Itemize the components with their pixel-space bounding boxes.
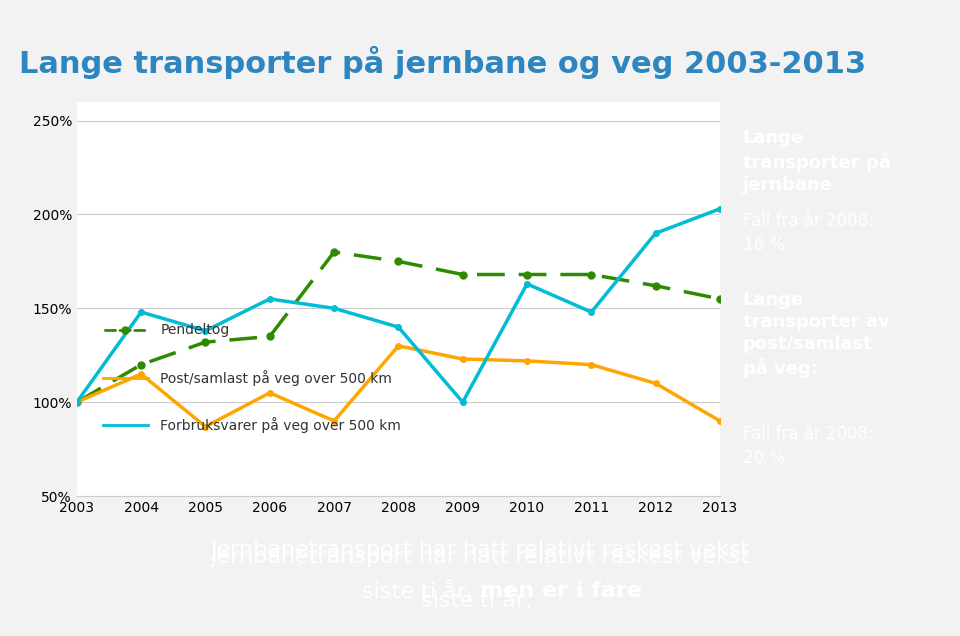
Text: siste ti år,: siste ti år, — [420, 590, 540, 611]
Text: siste ti år,: siste ti år, — [362, 581, 480, 602]
Text: Lange
transporter av
post/samlast
på veg:: Lange transporter av post/samlast på veg… — [743, 291, 890, 378]
Text: Lange transporter på jernbane og veg 2003-2013: Lange transporter på jernbane og veg 200… — [19, 45, 866, 79]
Text: Post/samlast på veg over 500 km: Post/samlast på veg over 500 km — [160, 370, 393, 386]
Text: Pendeltog: Pendeltog — [160, 324, 229, 338]
Text: Jernbanetransport har hatt relativt raskest vekst: Jernbanetransport har hatt relativt rask… — [210, 540, 750, 560]
Text: Lange
transporter på
jernbane: Lange transporter på jernbane — [743, 129, 891, 195]
Text: Fall fra år 2008:
20 %: Fall fra år 2008: 20 % — [743, 425, 874, 467]
Text: Forbruksvarer på veg over 500 km: Forbruksvarer på veg over 500 km — [160, 417, 401, 433]
Text: men er i fare: men er i fare — [480, 581, 642, 602]
Text: Jernbanetransport har hatt relativt raskest vekst: Jernbanetransport har hatt relativt rask… — [210, 547, 750, 567]
Text: Fall fra år 2008:
16 %: Fall fra år 2008: 16 % — [743, 212, 874, 254]
